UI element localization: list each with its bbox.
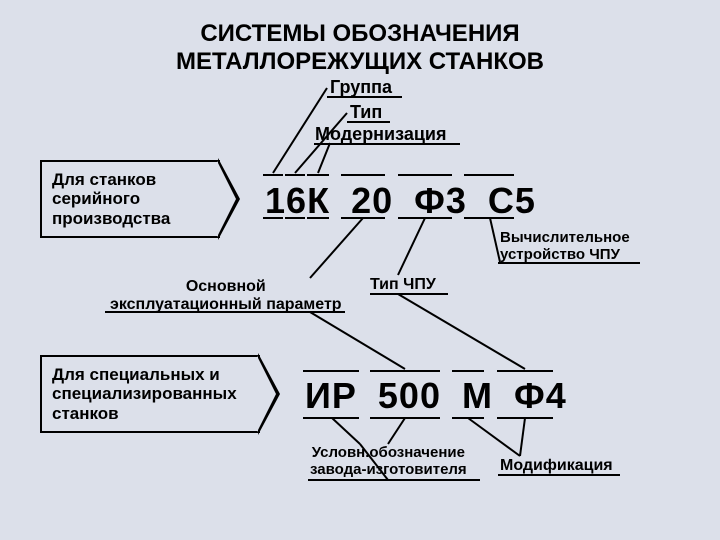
code-top-1: 1 (265, 180, 286, 222)
code-bottom-M: М (462, 375, 493, 417)
code-bottom-F4: Ф4 (514, 375, 567, 417)
code-bottom-500: 500 (378, 375, 441, 417)
ul-IR (303, 370, 359, 372)
ul-K (307, 174, 329, 176)
box-serial-text: Для станков серийного производства (52, 170, 170, 229)
ul-F3 (398, 174, 452, 176)
code-bottom: ИР 500 М Ф4 (305, 375, 567, 417)
code-top-20: 20 (351, 180, 393, 222)
ul-M (452, 370, 484, 372)
label-cnc-device: Вычислительное устройство ЧПУ (500, 230, 630, 263)
label-cnc-type: Тип ЧПУ (370, 276, 436, 294)
page-title: СИСТЕМЫ ОБОЗНАЧЕНИЯ МЕТАЛЛОРЕЖУЩИХ СТАНК… (0, 0, 720, 75)
label-main-param: Основной эксплуатационный параметр (110, 278, 342, 313)
title-line1: СИСТЕМЫ ОБОЗНАЧЕНИЯ (200, 20, 519, 47)
label-type: Тип (350, 103, 382, 123)
box-special: Для специальных и специализированных ста… (40, 355, 260, 433)
label-modification: Модификация (500, 457, 613, 475)
code-top-C5: С5 (488, 180, 536, 222)
code-top-6: 6 (286, 180, 307, 222)
code-bottom-IR: ИР (305, 375, 357, 417)
label-factory-code: Условн.обозначение завода-изготовителя (310, 445, 467, 478)
box-special-text: Для специальных и специализированных ста… (52, 365, 237, 424)
box-serial: Для станков серийного производства (40, 160, 220, 238)
code-top-F3: Ф3 (414, 180, 467, 222)
label-modernization: Модернизация (315, 125, 446, 145)
ul-6 (285, 174, 305, 176)
ul-20 (341, 174, 385, 176)
ul-F4 (497, 370, 553, 372)
ul-1 (263, 174, 283, 176)
code-top-K: К (307, 180, 330, 222)
code-top: 16К 20 Ф3 С5 (265, 180, 536, 222)
ul-500 (370, 370, 440, 372)
ul-C5 (464, 174, 514, 176)
label-group: Группа (330, 78, 392, 98)
title-line2: МЕТАЛЛОРЕЖУЩИХ СТАНКОВ (176, 48, 544, 75)
